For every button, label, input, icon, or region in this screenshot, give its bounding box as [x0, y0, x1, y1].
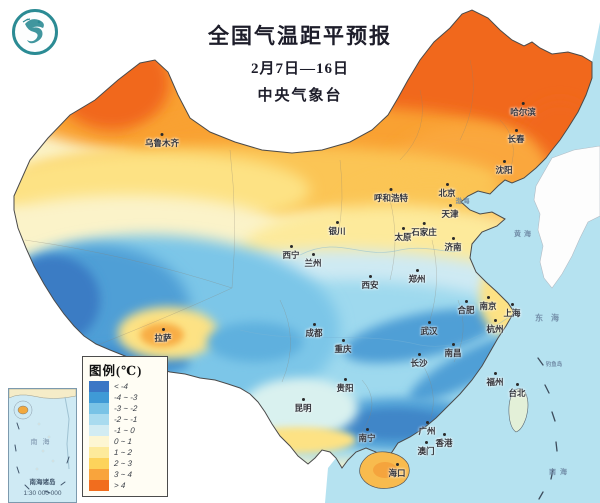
- cma-dragon-logo: [12, 9, 58, 55]
- city-label: 武汉: [420, 326, 438, 336]
- city-label: 昆明: [294, 403, 312, 413]
- city-label: 济南: [444, 242, 462, 252]
- legend-row: > 4: [89, 480, 162, 491]
- city-label: 杭州: [486, 324, 504, 334]
- legend-range-label: -1 ~ 0: [113, 426, 135, 435]
- legend-range-label: < -4: [113, 382, 129, 391]
- city-label: 合肥: [457, 305, 475, 315]
- city-label: 银川: [328, 226, 346, 236]
- city-label: 拉萨: [154, 333, 172, 343]
- legend-range-label: -4 ~ -3: [113, 393, 138, 402]
- city-label: 兰州: [304, 258, 322, 268]
- legend-color-swatch: [89, 469, 109, 480]
- city-label: 南宁: [358, 433, 376, 443]
- inset-map: [9, 389, 76, 494]
- legend-row: 1 ~ 2: [89, 447, 162, 458]
- city-label: 香港: [435, 438, 453, 448]
- city-label: 上海: [503, 308, 521, 318]
- legend-color-swatch: [89, 414, 109, 425]
- legend-color-swatch: [89, 403, 109, 414]
- legend-color-swatch: [89, 447, 109, 458]
- legend-range-label: 2 ~ 3: [113, 459, 133, 468]
- city-label: 澳门: [417, 446, 435, 456]
- city-label: 乌鲁木齐: [144, 138, 180, 148]
- sea-name-label: 钓鱼岛: [545, 362, 563, 368]
- city-label: 成都: [305, 328, 323, 338]
- city-label: 福州: [486, 377, 504, 387]
- city-label: 北京: [438, 188, 456, 198]
- city-label: 西宁: [282, 250, 300, 260]
- legend-row: 2 ~ 3: [89, 458, 162, 469]
- city-label: 长春: [507, 134, 525, 144]
- city-label: 太原: [394, 232, 412, 242]
- city-label: 重庆: [334, 344, 352, 354]
- national-boundary: [13, 9, 593, 469]
- legend-range-label: 1 ~ 2: [113, 448, 133, 457]
- legend-title: 图例(℃): [89, 364, 143, 378]
- legend-row: < -4: [89, 381, 162, 392]
- city-label: 郑州: [408, 274, 426, 284]
- dragon-icon: [22, 18, 44, 44]
- nine-dash-line: [537, 357, 558, 500]
- city-label: 哈尔滨: [510, 107, 536, 117]
- legend-color-swatch: [89, 480, 109, 491]
- city-label: 天津: [441, 209, 459, 219]
- inset-islands-label: 南海诸岛: [29, 479, 56, 486]
- sea-area: [325, 22, 600, 503]
- legend-row: -2 ~ -1: [89, 414, 162, 425]
- legend-box: 图例(℃) < -4 -4 ~ -3 -3 ~ -2 -2 ~ -1 -1 ~ 0 0 ~…: [82, 356, 168, 497]
- legend-row: 3 ~ 4: [89, 469, 162, 480]
- city-label: 广州: [418, 426, 436, 436]
- legend-range-label: > 4: [113, 481, 126, 490]
- city-label: 长沙: [410, 358, 428, 368]
- inset-sea-label: 南海: [30, 439, 55, 446]
- city-label: 西安: [361, 280, 379, 290]
- sea-name-label: 东海: [535, 313, 567, 323]
- legend-color-swatch: [89, 392, 109, 403]
- korea-peninsula: [533, 145, 600, 289]
- legend-range-label: -3 ~ -2: [113, 404, 138, 413]
- south-china-sea-inset: 南海 南海诸岛 1:30 000 000: [8, 388, 77, 503]
- city-label: 海口: [388, 468, 406, 478]
- legend-color-swatch: [89, 381, 109, 392]
- legend-row: -4 ~ -3: [89, 392, 162, 403]
- sea-name-label: 南海: [549, 469, 571, 476]
- city-label: 南昌: [444, 348, 462, 358]
- sea-name-label: 黄海: [514, 231, 534, 238]
- legend-range-label: 0 ~ 1: [113, 437, 133, 446]
- legend-row: -3 ~ -2: [89, 403, 162, 414]
- city-label: 台北: [508, 388, 526, 398]
- legend-color-swatch: [89, 458, 109, 469]
- legend-color-swatch: [89, 436, 109, 447]
- sea-name-label: 渤海: [455, 198, 471, 205]
- city-label: 南京: [479, 301, 497, 311]
- legend-row: -1 ~ 0: [89, 425, 162, 436]
- city-label: 贵阳: [336, 383, 354, 393]
- legend-row: 0 ~ 1: [89, 436, 162, 447]
- legend-range-label: -2 ~ -1: [113, 415, 138, 424]
- legend-color-swatch: [89, 425, 109, 436]
- legend-range-label: 3 ~ 4: [113, 470, 133, 479]
- legend-rows: < -4 -4 ~ -3 -3 ~ -2 -2 ~ -1 -1 ~ 0 0 ~ 1 1 ~ …: [89, 381, 162, 491]
- city-label: 石家庄: [411, 227, 437, 237]
- inset-scale-text: 1:30 000 000: [23, 490, 62, 497]
- city-label: 呼和浩特: [373, 193, 409, 203]
- city-label: 沈阳: [495, 165, 513, 175]
